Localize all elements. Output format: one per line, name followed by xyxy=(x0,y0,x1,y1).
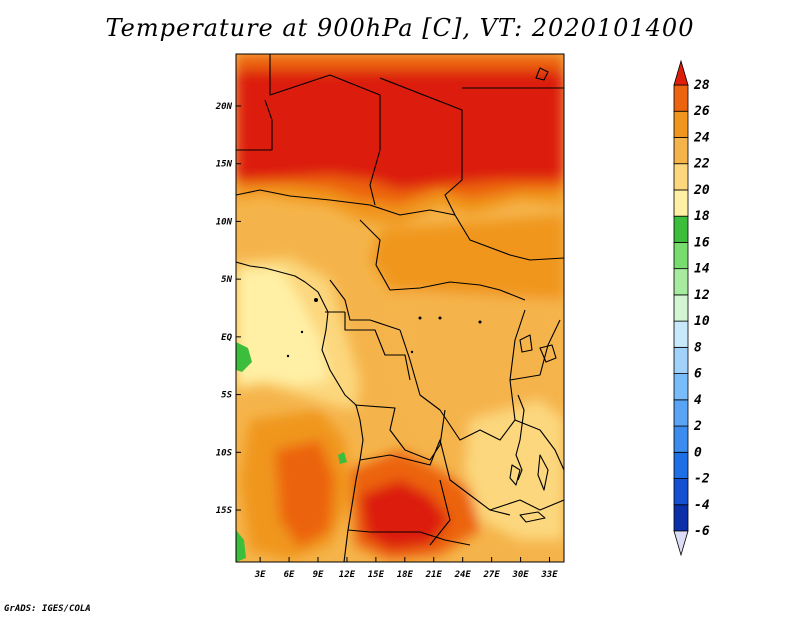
lon-tick-label: 15E xyxy=(368,570,385,580)
colorbar-swatch xyxy=(673,478,689,506)
colorbar-label: 16 xyxy=(694,235,710,250)
colorbar-label: 22 xyxy=(693,157,710,172)
colorbar-label: 8 xyxy=(694,340,702,355)
colorbar-swatch xyxy=(673,504,689,532)
colorbar-swatch xyxy=(673,451,689,479)
lon-tick-label: 33E xyxy=(540,570,558,580)
lon-tick-label: 6E xyxy=(284,570,295,580)
lon-tick-label: 30E xyxy=(511,570,529,580)
colorbar-swatch xyxy=(673,425,689,453)
lon-tick-label: 27E xyxy=(483,570,501,580)
colorbar-label: -2 xyxy=(694,472,710,487)
lon-tick-label: 3E xyxy=(254,570,266,580)
colorbar-label: 0 xyxy=(694,445,702,460)
colorbar-label: -4 xyxy=(694,498,710,513)
colorbar-label: 24 xyxy=(693,130,710,145)
colorbar-swatch xyxy=(673,294,689,322)
lon-tick-label: 24E xyxy=(454,570,472,580)
lon-tick-label: 18E xyxy=(397,570,414,580)
lon-tick-label: 9E xyxy=(313,570,324,580)
colorbar-label: 4 xyxy=(694,393,702,408)
lat-tick-label: 15N xyxy=(216,160,233,170)
colorbar-label: 10 xyxy=(694,314,710,329)
lat-tick-label: 5N xyxy=(221,275,232,285)
colorbar-label: 26 xyxy=(693,104,710,119)
colorbar-label: 6 xyxy=(694,367,702,382)
credit-text: GrADS: IGES/COLA xyxy=(4,604,91,614)
lat-tick-label: 10S xyxy=(216,448,233,458)
map-title: Temperature at 900hPa [C], VT: 202010140… xyxy=(105,14,695,42)
colorbar-swatch xyxy=(673,137,689,165)
colorbar-swatch xyxy=(673,110,689,138)
colorbar-label: 2 xyxy=(693,419,702,434)
colorbar-label: 28 xyxy=(693,78,710,93)
lat-tick-label: 10N xyxy=(216,217,233,227)
temperature-field xyxy=(236,54,564,562)
colorbar-label: 12 xyxy=(694,288,710,303)
colorbar-max-triangle xyxy=(673,59,689,86)
colorbar-label: 20 xyxy=(693,183,710,198)
colorbar-swatch xyxy=(673,373,689,401)
colorbar-swatch xyxy=(673,215,689,243)
lat-tick-label: EQ xyxy=(221,333,232,343)
colorbar-swatch xyxy=(673,242,689,270)
lon-tick-label: 12E xyxy=(339,570,356,580)
colorbar-label: -6 xyxy=(694,524,710,539)
colorbar-swatch xyxy=(673,163,689,191)
map-frame xyxy=(235,53,565,563)
lon-tick-label: 21E xyxy=(425,570,443,580)
colorbar-label: 14 xyxy=(694,262,710,277)
colorbar-label: 18 xyxy=(694,209,710,224)
lat-tick-label: 15S xyxy=(216,506,233,516)
colorbar-swatch xyxy=(673,346,689,374)
colorbar-swatch xyxy=(673,189,689,217)
colorbar-min-triangle xyxy=(673,530,689,557)
colorbar-swatch xyxy=(673,84,689,112)
colorbar-swatch xyxy=(673,320,689,348)
colorbar-swatch xyxy=(673,399,689,427)
colorbar-swatch xyxy=(673,268,689,296)
lat-tick-label: 5S xyxy=(221,391,232,401)
lat-tick-label: 20N xyxy=(215,102,233,112)
